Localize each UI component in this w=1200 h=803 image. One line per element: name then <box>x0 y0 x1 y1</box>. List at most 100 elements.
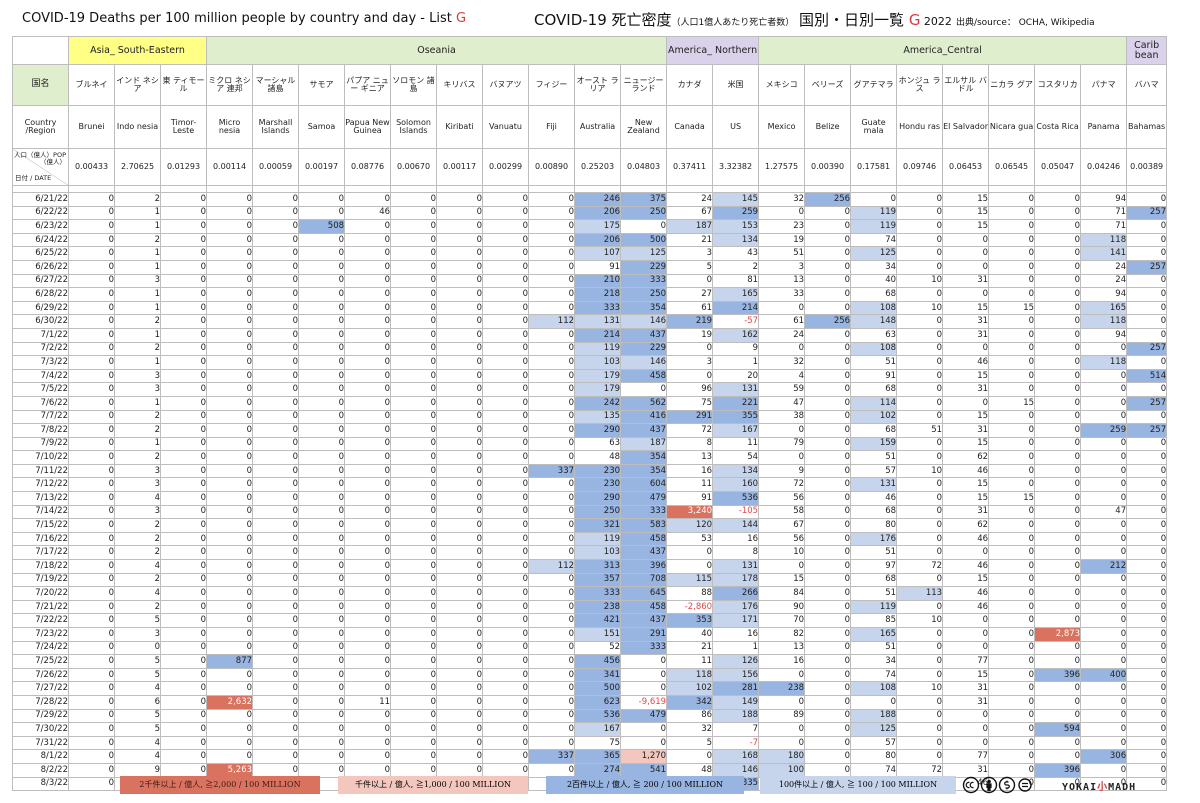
country-jp: ホンジュ ラス <box>896 64 944 106</box>
page-header: COVID-19 Deaths per 100 million people b… <box>0 0 1200 36</box>
table-row: 7/10/22 0 2 0 0 0 0 0 0 0 0 0 48 354 13 54 0 0 51 0 62 0 0 0 0 <box>12 450 1168 465</box>
value-cell: 0 <box>1080 545 1128 561</box>
legend-band-200: 2百件以上 / 億人, ≧ 200 / 100 MILLION <box>546 776 744 794</box>
country-jp: ミクロ ネシア 連邦 <box>206 64 254 106</box>
country-pop: 0.00114 <box>206 148 254 186</box>
value-cell: 0 <box>896 327 944 343</box>
value-cell: 168 <box>712 749 760 764</box>
value-cell: 13 <box>666 450 714 465</box>
value-cell: 321 <box>574 518 622 533</box>
value-cell: 354 <box>620 300 668 316</box>
value-cell: 5,263 <box>206 762 254 778</box>
value-cell: 0 <box>390 749 438 764</box>
value-cell: 0 <box>436 762 484 778</box>
value-cell: 0 <box>159 599 208 615</box>
value-cell: 0 <box>436 627 484 642</box>
country-en: Papua New Guinea <box>344 105 392 149</box>
value-cell: 421 <box>574 613 622 628</box>
value-cell: 0 <box>1034 545 1082 561</box>
value-cell: 0 <box>528 423 576 438</box>
value-cell: 0 <box>988 246 1036 261</box>
value-cell: 51 <box>850 640 898 656</box>
value-cell: 0 <box>896 382 944 397</box>
value-cell: 1 <box>114 436 161 452</box>
title-japanese-list-letter: G <box>908 11 921 29</box>
value-cell: 0 <box>390 545 438 561</box>
value-cell: 46 <box>850 491 898 506</box>
date-cell: 7/22/22 <box>12 613 69 628</box>
value-cell: 0 <box>1034 423 1082 438</box>
country-en: Canada <box>666 105 714 149</box>
value-cell: 0 <box>988 722 1036 737</box>
value-cell: 32 <box>758 355 806 370</box>
value-cell: 0 <box>1034 640 1082 656</box>
value-cell: 103 <box>574 355 622 370</box>
value-cell: 3 <box>114 273 161 289</box>
value-cell: 15 <box>942 300 990 316</box>
value-cell: 0 <box>206 287 254 302</box>
value-cell: 47 <box>758 395 806 411</box>
date-cell: 7/6/22 <box>12 395 69 411</box>
value-cell: 0 <box>1080 477 1128 493</box>
value-cell: 0 <box>344 559 392 574</box>
value-cell: 131 <box>850 477 898 493</box>
value-cell: 88 <box>666 586 714 601</box>
value-cell: 0 <box>390 287 438 302</box>
value-cell: 15 <box>942 368 990 384</box>
value-cell: 0 <box>942 259 990 275</box>
value-cell: 74 <box>850 232 898 248</box>
value-cell: 458 <box>620 599 668 615</box>
value-cell: 0 <box>804 273 852 289</box>
value-cell: 0 <box>1126 287 1168 302</box>
value-cell: 176 <box>712 599 760 615</box>
value-cell: 479 <box>620 708 668 724</box>
value-cell: 16 <box>712 531 760 547</box>
value-cell: 0 <box>942 627 990 642</box>
value-cell: 0 <box>159 463 208 479</box>
value-cell: 0 <box>1034 327 1082 343</box>
value-cell: 0 <box>159 531 208 547</box>
date-cell: 8/3/22 <box>12 776 69 792</box>
value-cell: 0 <box>482 355 530 370</box>
value-cell: 0 <box>528 531 576 547</box>
value-cell: 0 <box>159 436 208 452</box>
value-cell: 0 <box>390 559 438 574</box>
value-cell: 0 <box>298 436 346 452</box>
value-cell: 0 <box>159 287 208 302</box>
value-cell: 0 <box>896 518 944 533</box>
value-cell: 32 <box>758 192 806 207</box>
value-cell: 0 <box>298 192 346 207</box>
value-cell: 0 <box>758 694 806 710</box>
table-row: 7/28/22 0 6 0 2,632 0 0 11 0 0 0 0 623 -9,619 342 149 0 0… <box>12 694 1168 710</box>
value-cell: 0 <box>206 599 254 615</box>
value-cell: 0 <box>436 749 484 764</box>
value-cell: 0 <box>804 327 852 343</box>
value-cell: 75 <box>666 395 714 411</box>
value-cell: 0 <box>298 287 346 302</box>
value-cell: 0 <box>68 246 115 261</box>
value-cell: 0 <box>804 232 852 248</box>
value-cell: 0 <box>1034 232 1082 248</box>
value-cell: 0 <box>804 355 852 370</box>
value-cell: 0 <box>344 436 392 452</box>
value-cell: 5 <box>666 259 714 275</box>
value-cell: 0 <box>390 382 438 397</box>
value-cell: 0 <box>206 450 254 465</box>
value-cell: 0 <box>804 205 852 221</box>
value-cell: 0 <box>252 436 300 452</box>
value-cell: 877 <box>206 654 254 669</box>
value-cell: 10 <box>896 300 944 316</box>
value-cell: 15 <box>942 477 990 493</box>
value-cell: 1 <box>114 355 161 370</box>
value-cell: 74 <box>850 762 898 778</box>
value-cell: 0 <box>1034 450 1082 465</box>
value-cell: 341 <box>574 667 622 683</box>
table-row: 7/4/22 0 3 0 0 0 0 0 0 0 0 0 179 458 0 20 4 0 91 0 15 0 0 0 514 <box>12 368 1168 384</box>
date-cell: 7/25/22 <box>12 654 69 669</box>
country-en: Panama <box>1080 105 1128 149</box>
country-en: Solomon Islands <box>390 105 438 149</box>
value-cell: 0 <box>344 300 392 316</box>
country-pop: 0.00117 <box>436 148 484 186</box>
value-cell: 257 <box>1126 341 1168 357</box>
value-cell: 0 <box>206 640 254 656</box>
